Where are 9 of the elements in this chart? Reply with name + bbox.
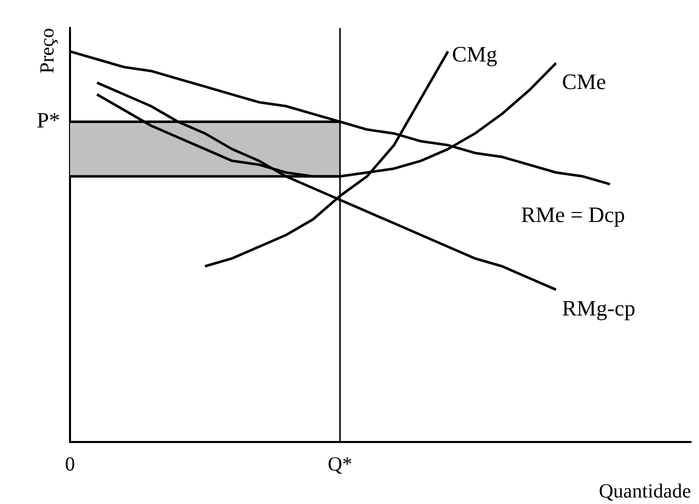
text: P* bbox=[36, 108, 60, 133]
x-tick-label: 0 bbox=[65, 453, 75, 476]
series-label: RMg-cp bbox=[562, 296, 636, 321]
series-label: CMe bbox=[562, 69, 606, 94]
x-axis-title: Quantidade bbox=[598, 480, 692, 502]
x-tick-label: Q* bbox=[328, 453, 352, 476]
y-axis-title: Preço bbox=[36, 28, 58, 74]
series-label: CMg bbox=[452, 41, 498, 66]
series-label: RMe = Dcp bbox=[520, 202, 625, 228]
